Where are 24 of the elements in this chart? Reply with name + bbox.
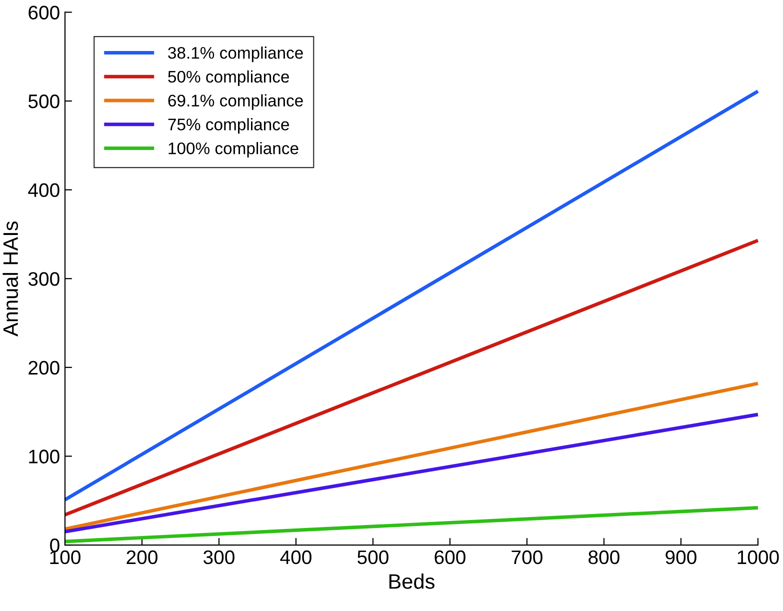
y-tick-label: 200: [28, 360, 60, 375]
y-tick-label: 500: [28, 94, 60, 108]
x-tick-label: 600: [434, 550, 466, 564]
x-tick-label: 500: [358, 550, 388, 564]
y-tick-label: 400: [28, 183, 60, 198]
x-tick-label: 200: [126, 550, 158, 564]
legend-label: 38.1% compliance: [168, 46, 303, 62]
x-tick-label: 100: [50, 550, 80, 564]
x-tick-label: 300: [204, 550, 234, 564]
y-tick-label: 0: [50, 538, 60, 552]
y-tick-label: 300: [28, 272, 60, 286]
x-tick-label: 800: [588, 550, 620, 564]
y-tick-label: 100: [29, 450, 60, 464]
x-tick-label: 400: [280, 550, 312, 564]
legend-label: 69.1% compliance: [168, 94, 303, 110]
legend-label: 75% compliance: [168, 118, 289, 134]
x-tick-label: 1000: [738, 550, 779, 564]
x-tick-label: 900: [666, 550, 696, 564]
legend-label: 50% compliance: [168, 70, 289, 86]
x-tick-label: 700: [512, 550, 542, 564]
y-axis-title: Annual HAIs: [2, 221, 18, 336]
y-tick-label: 600: [28, 6, 60, 20]
x-axis-title: Beds: [389, 574, 434, 589]
legend-label: 100% compliance: [168, 142, 298, 158]
